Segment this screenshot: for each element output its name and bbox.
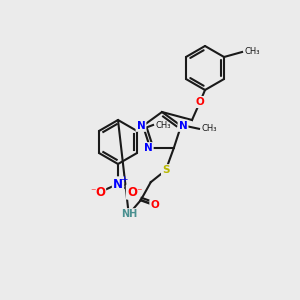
Text: S: S [162, 165, 169, 175]
Text: O: O [127, 185, 137, 199]
Text: ⁻: ⁻ [136, 187, 142, 197]
Text: CH₃: CH₃ [201, 124, 217, 133]
Text: O: O [95, 185, 105, 199]
Text: NH: NH [121, 209, 137, 219]
Text: CH₃: CH₃ [155, 121, 171, 130]
Text: ⁻: ⁻ [90, 187, 96, 197]
Text: O: O [196, 97, 204, 107]
Text: CH₃: CH₃ [244, 47, 260, 56]
Text: +: + [120, 175, 128, 184]
Text: N: N [144, 143, 153, 153]
Text: N: N [113, 178, 123, 190]
Text: O: O [150, 200, 159, 210]
Text: N: N [178, 121, 188, 131]
Text: N: N [136, 121, 146, 131]
